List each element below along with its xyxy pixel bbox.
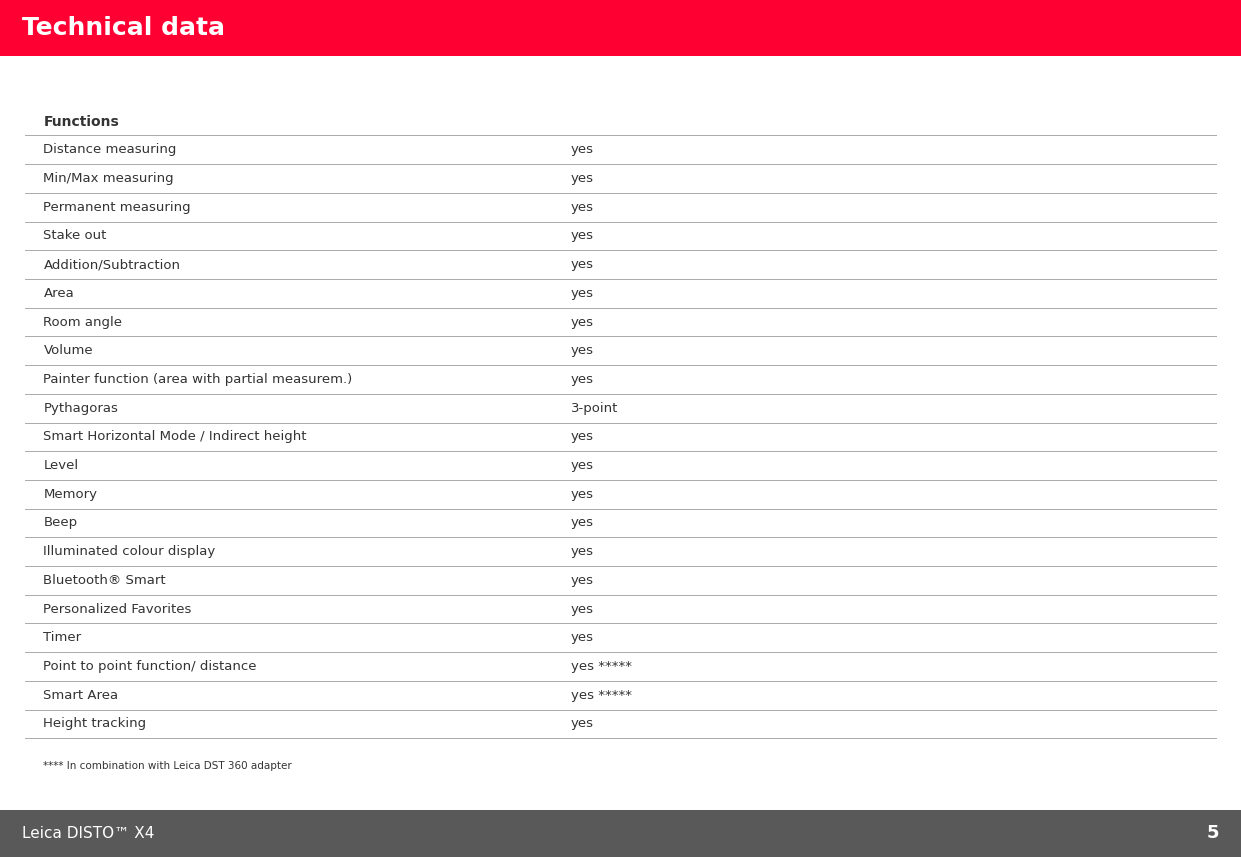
Text: yes: yes (571, 315, 594, 328)
Text: Beep: Beep (43, 517, 77, 530)
Text: yes: yes (571, 602, 594, 615)
Text: yes: yes (571, 230, 594, 243)
Text: Min/Max measuring: Min/Max measuring (43, 172, 174, 185)
Text: Smart Horizontal Mode / Indirect height: Smart Horizontal Mode / Indirect height (43, 430, 307, 443)
Text: yes: yes (571, 172, 594, 185)
Text: yes: yes (571, 545, 594, 558)
Text: Functions: Functions (43, 115, 119, 129)
Text: Point to point function/ distance: Point to point function/ distance (43, 660, 257, 673)
Text: yes: yes (571, 143, 594, 156)
Text: Leica DISTO™ X4: Leica DISTO™ X4 (22, 826, 155, 841)
Text: 3-point: 3-point (571, 402, 618, 415)
Text: Timer: Timer (43, 632, 82, 644)
Text: **** In combination with Leica DST 360 adapter: **** In combination with Leica DST 360 a… (43, 761, 292, 771)
Text: yes *****: yes ***** (571, 660, 632, 673)
Text: Personalized Favorites: Personalized Favorites (43, 602, 192, 615)
Text: yes: yes (571, 574, 594, 587)
Text: yes: yes (571, 258, 594, 271)
Text: Bluetooth® Smart: Bluetooth® Smart (43, 574, 166, 587)
Text: Height tracking: Height tracking (43, 717, 146, 730)
Text: yes: yes (571, 717, 594, 730)
Text: yes: yes (571, 488, 594, 500)
Text: Stake out: Stake out (43, 230, 107, 243)
FancyBboxPatch shape (0, 0, 1241, 56)
Text: yes: yes (571, 373, 594, 386)
Text: yes: yes (571, 345, 594, 357)
Text: 5: 5 (1206, 824, 1219, 842)
Text: yes: yes (571, 201, 594, 213)
Text: Level: Level (43, 459, 78, 472)
Text: yes: yes (571, 287, 594, 300)
Text: yes: yes (571, 430, 594, 443)
Text: Volume: Volume (43, 345, 93, 357)
Text: Room angle: Room angle (43, 315, 123, 328)
Text: yes *****: yes ***** (571, 689, 632, 702)
Text: yes: yes (571, 517, 594, 530)
FancyBboxPatch shape (0, 810, 1241, 857)
Text: Memory: Memory (43, 488, 98, 500)
Text: Painter function (area with partial measurem.): Painter function (area with partial meas… (43, 373, 352, 386)
Text: Illuminated colour display: Illuminated colour display (43, 545, 216, 558)
Text: Pythagoras: Pythagoras (43, 402, 118, 415)
Text: Addition/Subtraction: Addition/Subtraction (43, 258, 180, 271)
Text: Smart Area: Smart Area (43, 689, 119, 702)
Text: Permanent measuring: Permanent measuring (43, 201, 191, 213)
Text: Technical data: Technical data (22, 15, 226, 40)
Text: yes: yes (571, 632, 594, 644)
Text: Area: Area (43, 287, 74, 300)
Text: yes: yes (571, 459, 594, 472)
Text: Distance measuring: Distance measuring (43, 143, 176, 156)
